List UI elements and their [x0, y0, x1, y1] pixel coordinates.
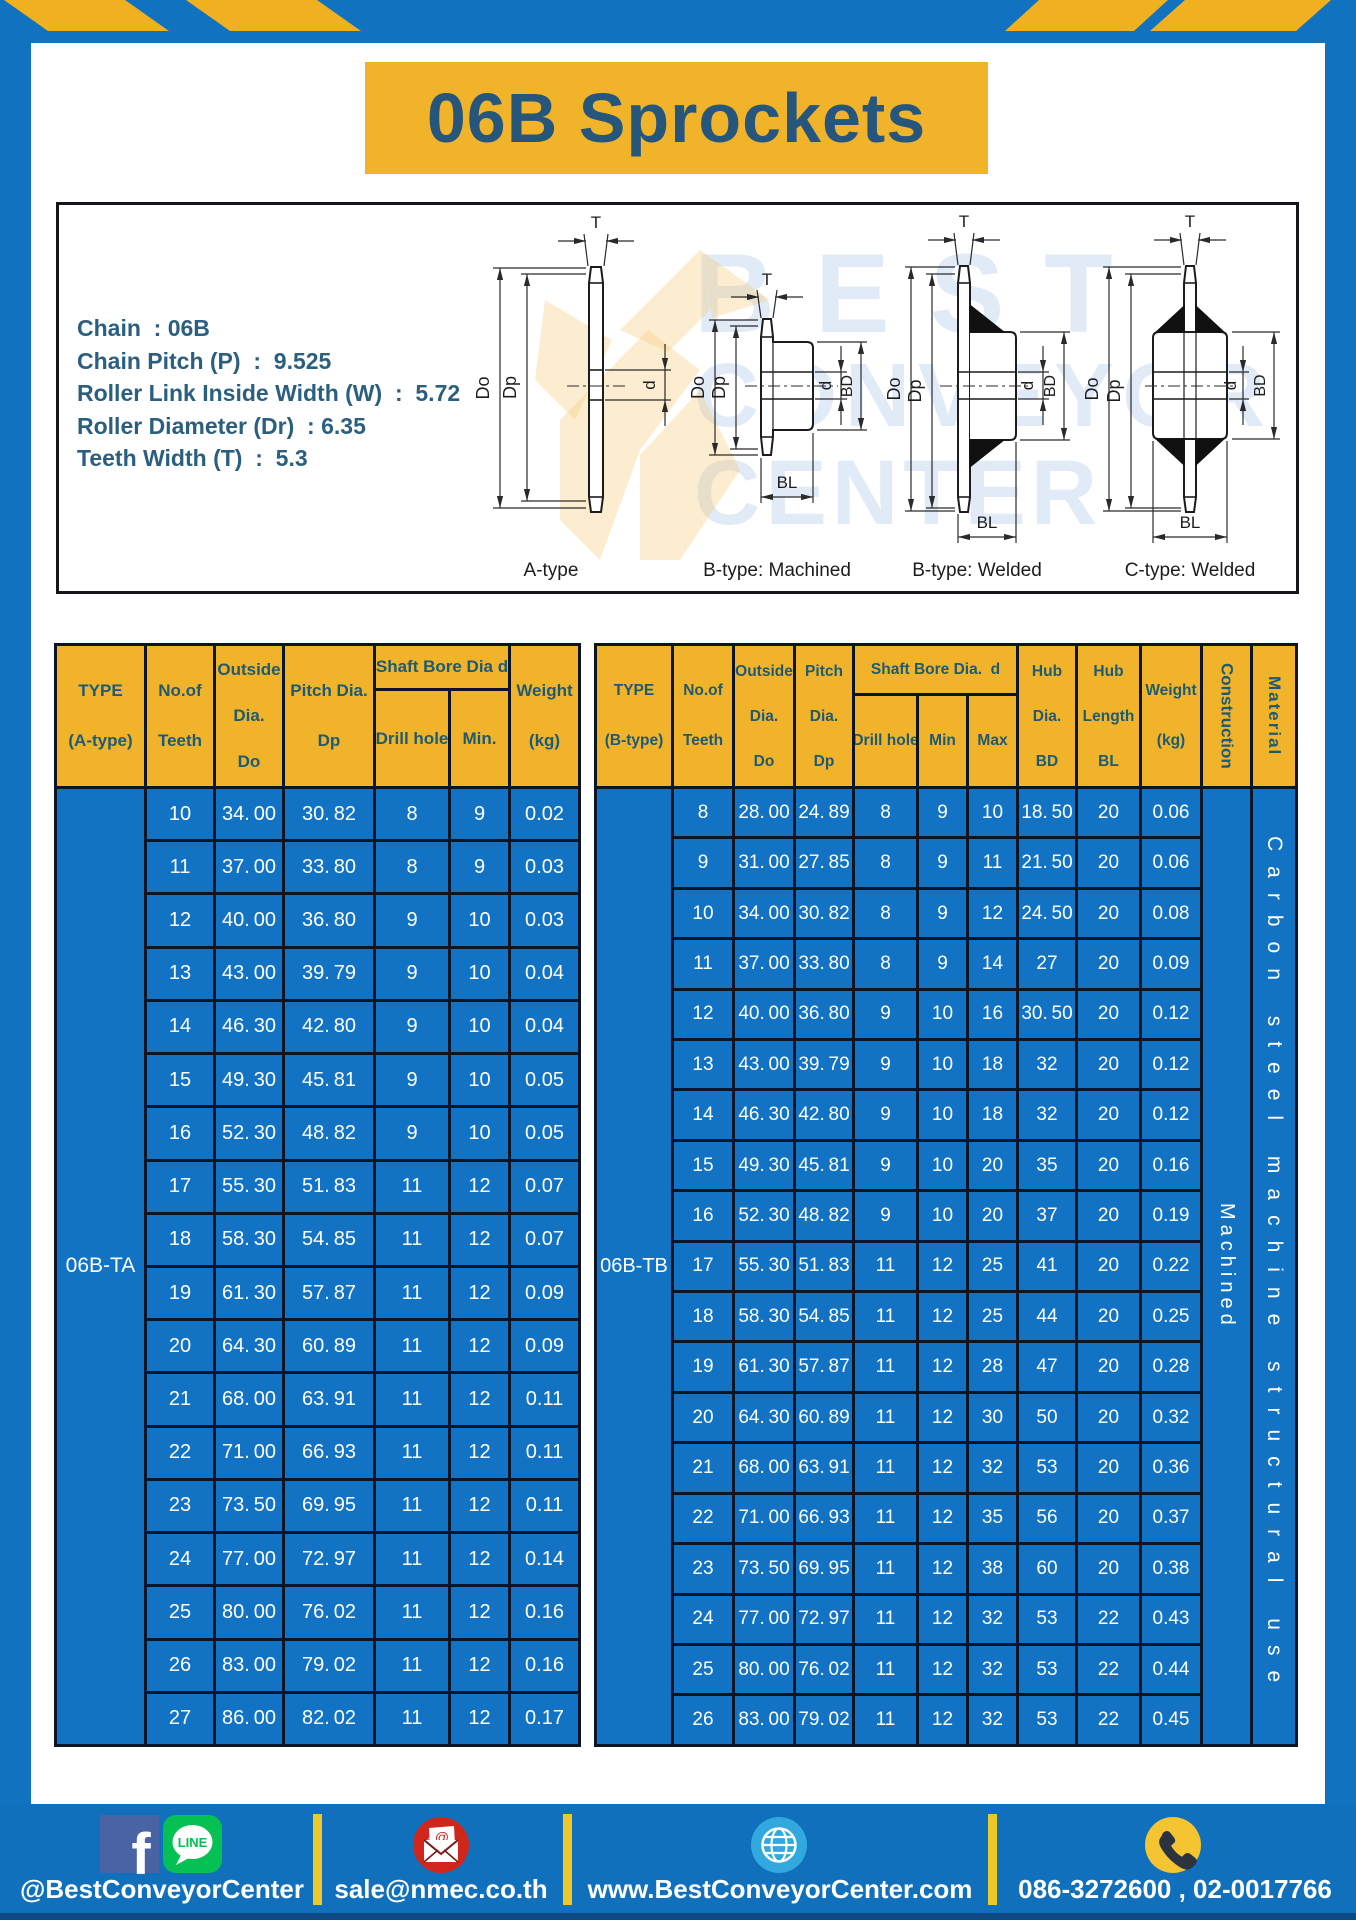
svg-text:LINE: LINE	[178, 1835, 208, 1850]
svg-text:T: T	[1185, 212, 1195, 231]
svg-text:BL: BL	[777, 473, 798, 492]
svg-text:d: d	[1221, 381, 1240, 390]
svg-text:Do: Do	[884, 377, 904, 400]
svg-text:T: T	[959, 212, 969, 231]
svg-text:C-type: Welded: C-type: Welded	[1125, 560, 1256, 581]
svg-text:Do: Do	[1082, 377, 1102, 400]
svg-text:B-type: Machined: B-type: Machined	[703, 560, 851, 581]
svg-text:BD: BD	[1252, 374, 1269, 396]
svg-text:BD: BD	[839, 375, 856, 397]
svg-text:Dp: Dp	[500, 376, 520, 399]
svg-text:Do: Do	[688, 376, 708, 399]
svg-text:T: T	[591, 213, 601, 232]
svg-text:d: d	[816, 381, 835, 390]
svg-text:Dp: Dp	[905, 379, 925, 402]
svg-text:BL: BL	[977, 513, 998, 532]
svg-text:T: T	[762, 270, 772, 289]
svg-text:Do: Do	[473, 376, 493, 399]
svg-text:Dp: Dp	[1104, 379, 1124, 402]
svg-text:d: d	[1018, 381, 1037, 390]
svg-text:B-type: Welded: B-type: Welded	[912, 560, 1042, 581]
svg-text:A-type: A-type	[524, 560, 579, 581]
svg-text:Dp: Dp	[709, 376, 729, 399]
svg-text:BD: BD	[1042, 375, 1059, 397]
svg-text:f: f	[131, 1822, 151, 1887]
svg-text:d: d	[640, 380, 659, 389]
svg-text:BL: BL	[1180, 513, 1201, 532]
